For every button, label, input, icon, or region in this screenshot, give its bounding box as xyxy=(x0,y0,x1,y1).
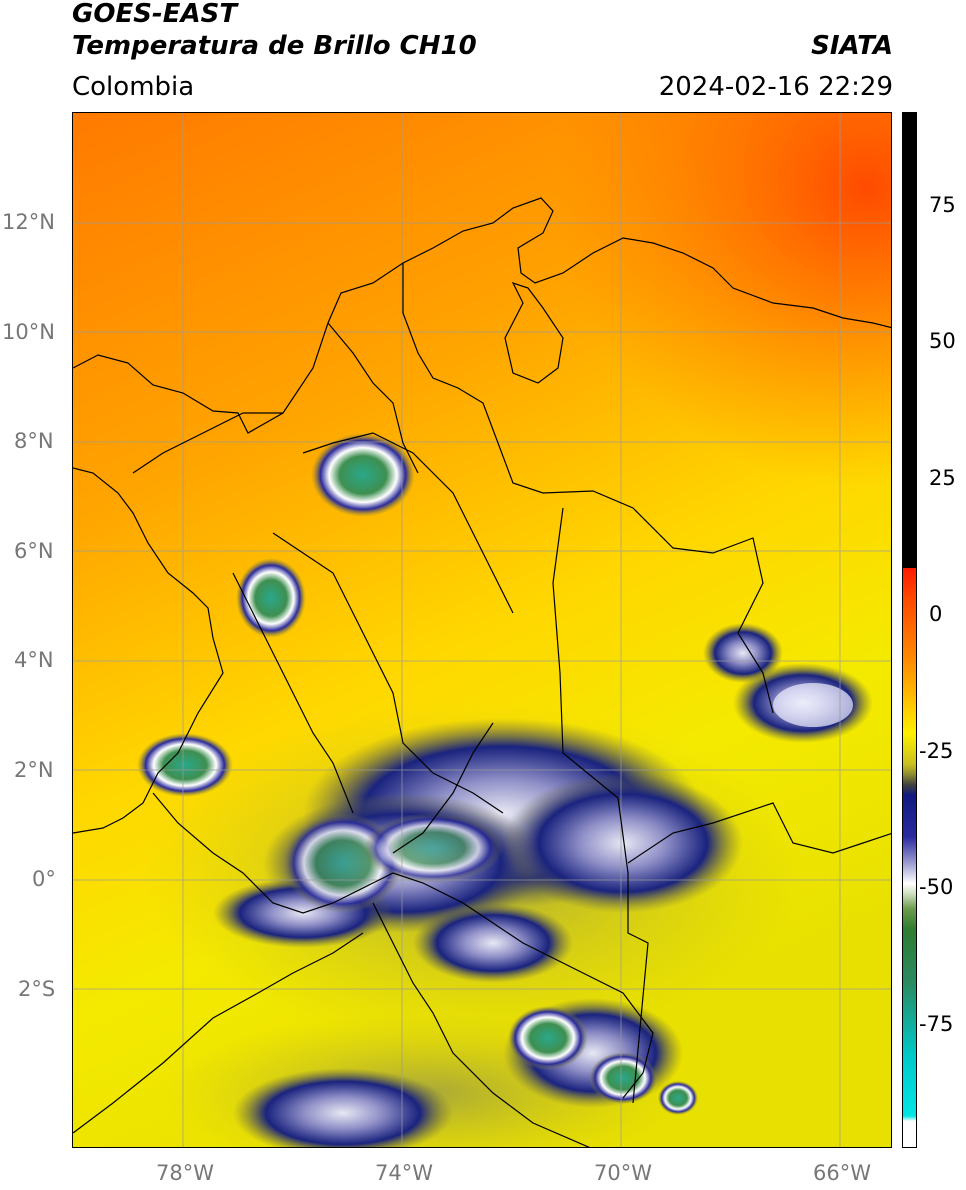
lon-tick-78w: 78°W xyxy=(156,1161,214,1185)
cold-top-guaviare xyxy=(363,813,503,883)
lat-tick-8n: 8°N xyxy=(14,429,54,453)
lat-tick-4n: 4°N xyxy=(14,648,54,672)
colorbar-tick-75: 75 xyxy=(929,193,956,217)
lon-tick-70w: 70°W xyxy=(594,1161,652,1185)
cold-top-choco xyxy=(236,558,306,638)
colorbar xyxy=(902,112,917,1148)
lat-tick-10n: 10°N xyxy=(2,320,55,344)
cold-top-east xyxy=(589,1052,657,1104)
storm-complex-border xyxy=(503,773,743,913)
product-title: Temperatura de Brillo CH10 xyxy=(72,31,477,61)
region-label: Colombia xyxy=(72,72,195,102)
satellite-title: GOES-EAST xyxy=(72,0,238,29)
bright-top-ne xyxy=(773,683,853,727)
storm-cell-sw xyxy=(233,1068,453,1147)
lon-tick-66w: 66°W xyxy=(813,1161,871,1185)
colorbar-tick-minus75: -75 xyxy=(919,1012,954,1036)
colorbar-tick-0: 0 xyxy=(929,602,943,626)
cold-top-small xyxy=(658,1081,698,1115)
lat-tick-0: 0° xyxy=(32,867,56,891)
colorbar-tick-minus25: -25 xyxy=(919,739,954,763)
storm-cell-nne xyxy=(703,623,783,683)
lat-tick-2s: 2°S xyxy=(18,977,56,1001)
datetime-label: 2024-02-16 22:29 xyxy=(658,72,893,102)
agency-title: SIATA xyxy=(811,31,893,61)
cold-top-pacific xyxy=(137,733,233,797)
graticule xyxy=(73,113,891,1147)
lat-tick-12n: 12°N xyxy=(2,210,55,234)
colorbar-tick-minus50: -50 xyxy=(919,875,954,899)
map-canvas xyxy=(73,113,891,1147)
lon-tick-74w: 74°W xyxy=(375,1161,433,1185)
warm-region xyxy=(373,113,891,613)
cold-top-amazonas xyxy=(508,1006,588,1070)
colorbar-tick-25: 25 xyxy=(929,466,956,490)
lat-tick-6n: 6°N xyxy=(14,539,54,563)
satellite-map xyxy=(72,112,892,1148)
coastlines xyxy=(73,197,891,1147)
storm-cell-south xyxy=(413,903,573,983)
colorbar-tick-50: 50 xyxy=(929,329,956,353)
lat-tick-2n: 2°N xyxy=(14,758,54,782)
cold-top-antioquia xyxy=(311,433,415,517)
